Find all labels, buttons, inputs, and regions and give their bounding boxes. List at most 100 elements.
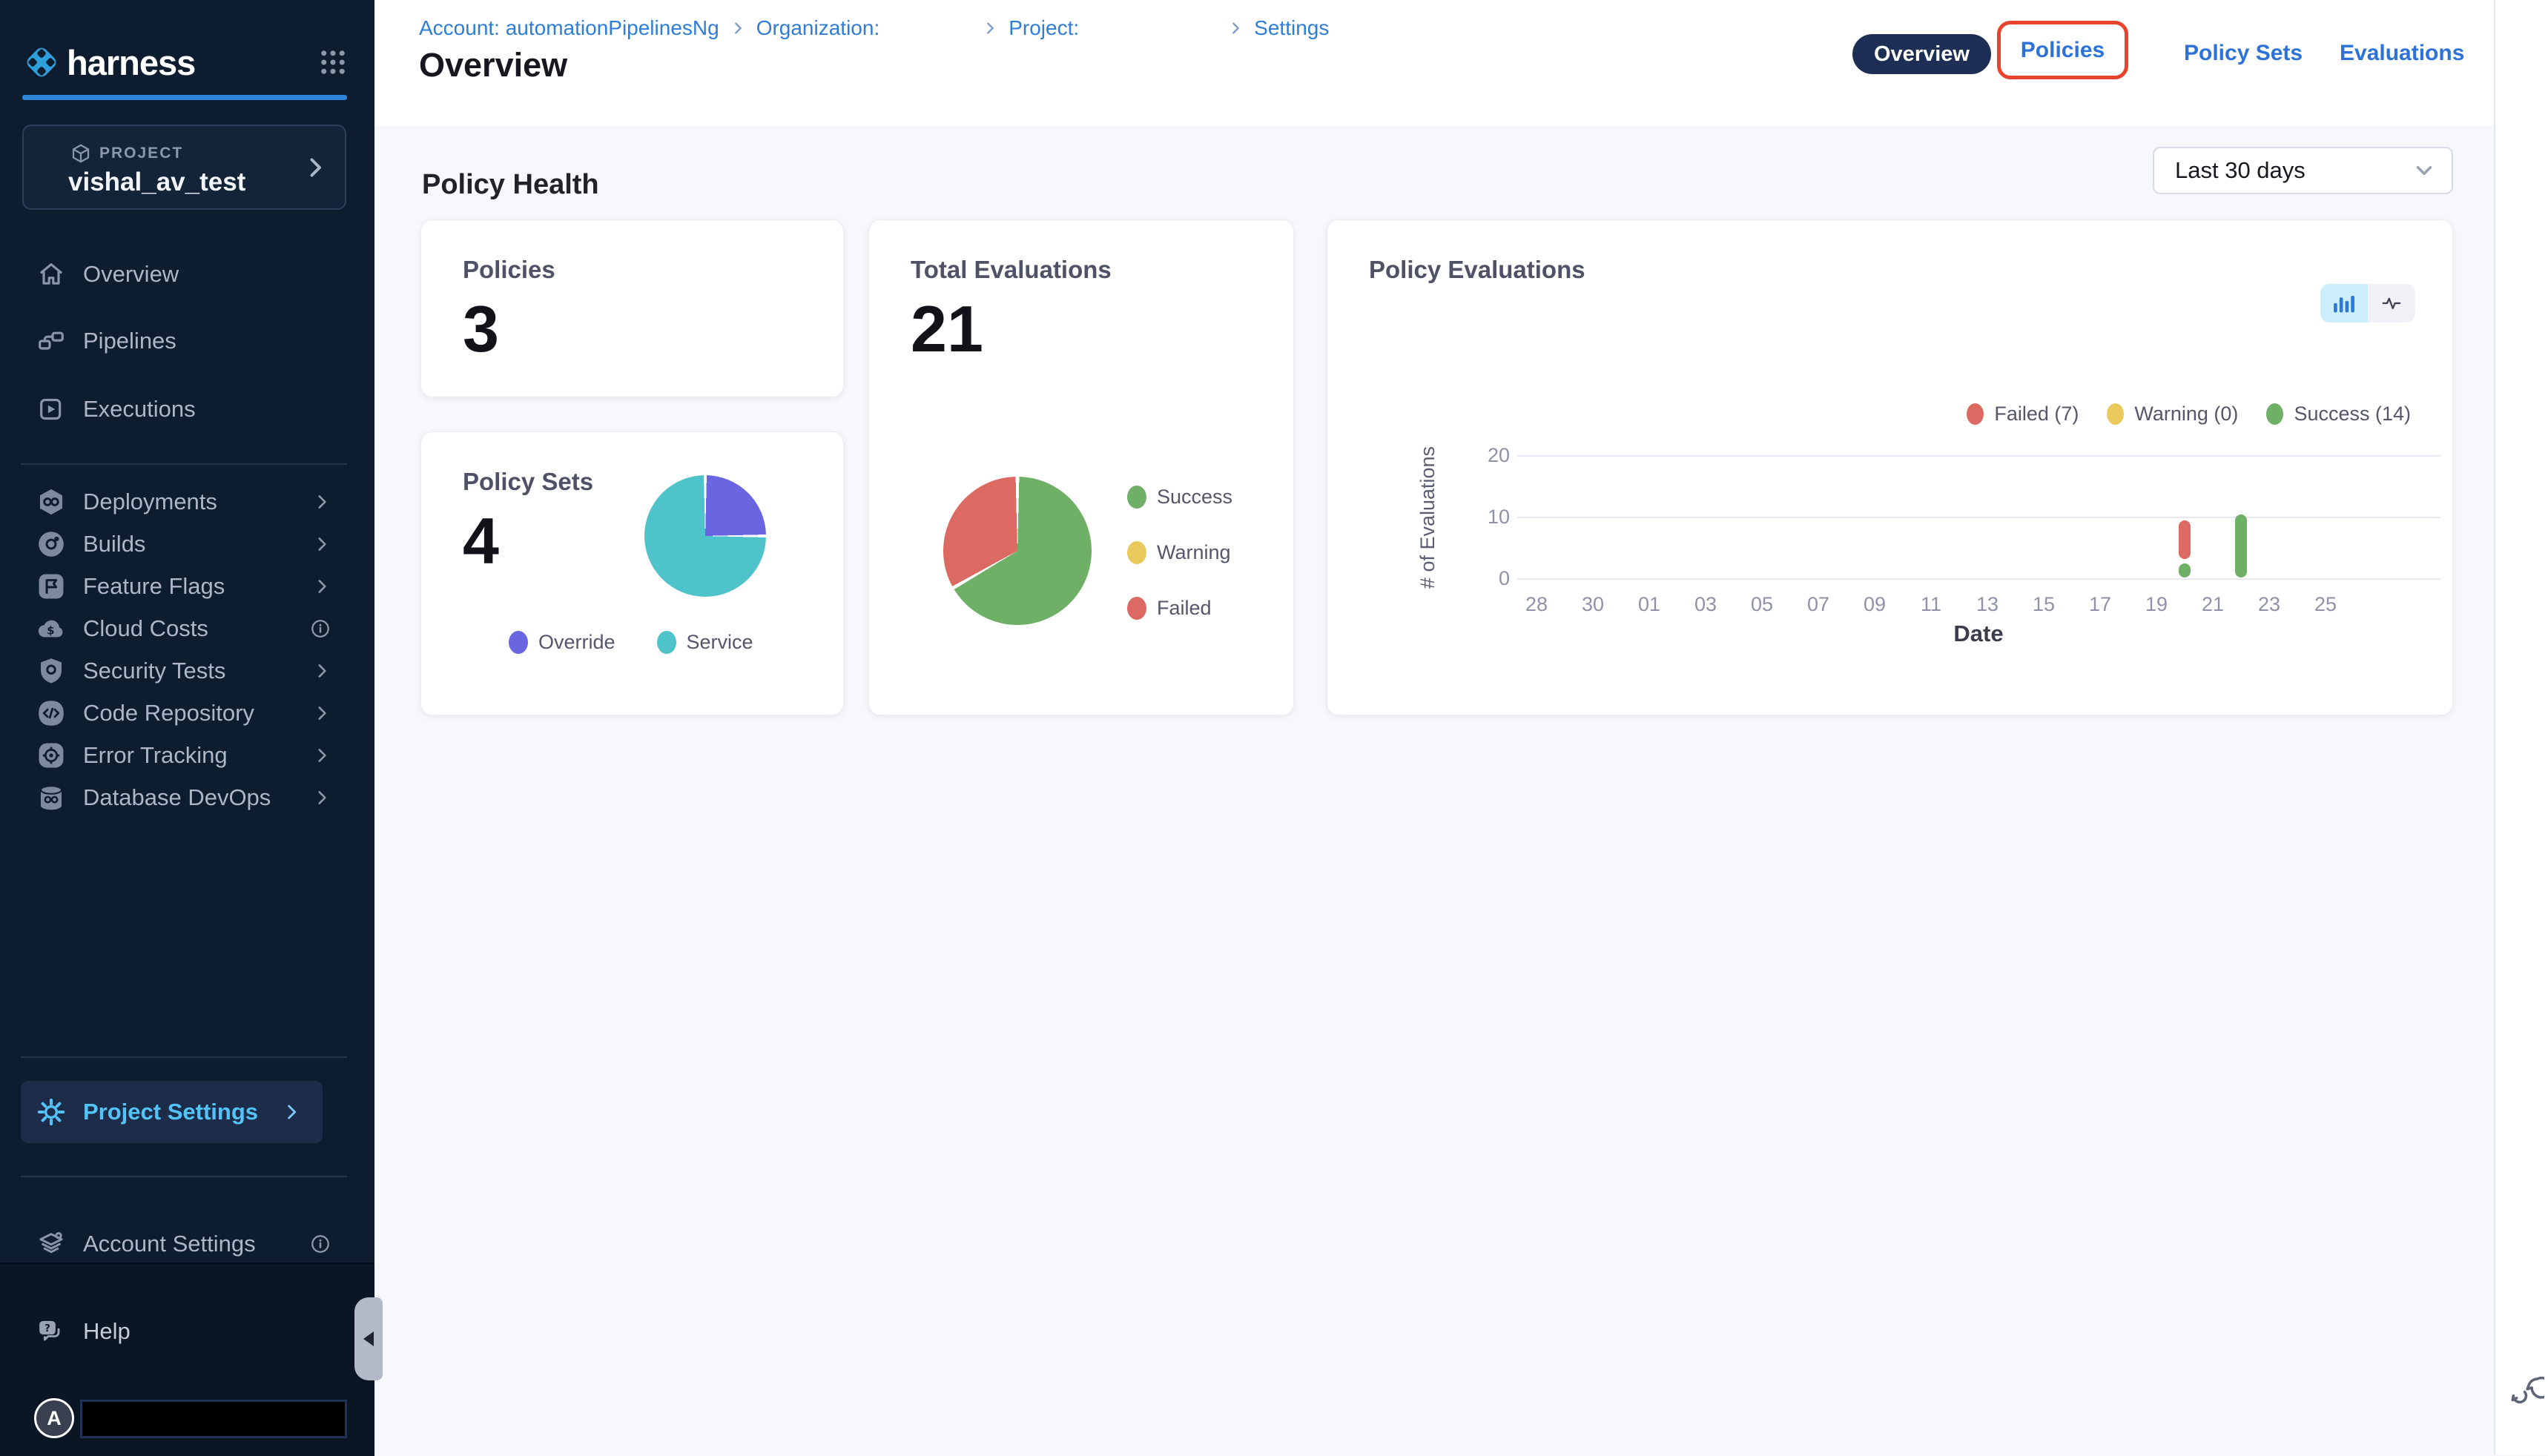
- x-tick: 13: [1976, 593, 1999, 615]
- bar-segment-failed[interactable]: [2179, 520, 2191, 560]
- chevron-right-icon: [312, 492, 331, 512]
- legend-item-override[interactable]: Override: [509, 631, 615, 654]
- sidebar-item-label: Overview: [83, 261, 179, 287]
- pipeline-nodes-icon: [36, 326, 67, 356]
- sidebar-collapse-handle[interactable]: [354, 1297, 383, 1380]
- sidebar-item-error-tracking[interactable]: Error Tracking: [0, 735, 374, 776]
- chevron-right-icon: [312, 788, 331, 807]
- card-policy-evaluations: Policy Evaluations Failed (7): [1327, 219, 2453, 715]
- sidebar-item-project-settings[interactable]: Project Settings: [21, 1081, 323, 1143]
- y-tick: 0: [1498, 567, 1510, 589]
- sidebar-item-pipelines[interactable]: Pipelines: [0, 319, 374, 363]
- breadcrumb-settings[interactable]: Settings: [1254, 16, 1330, 39]
- x-tick: 09: [1863, 593, 1887, 615]
- project-selector[interactable]: PROJECT vishal_av_test: [22, 125, 346, 210]
- x-tick: 30: [1581, 593, 1605, 615]
- breadcrumb: Account: automationPipelinesNg Organizat…: [419, 16, 1329, 40]
- divider: [21, 1176, 347, 1177]
- chat-question-icon: ?: [36, 1317, 67, 1346]
- pulse-line-icon: [2382, 297, 2401, 309]
- harness-logo-icon: [22, 43, 61, 82]
- sidebar-item-label: Pipelines: [83, 328, 176, 354]
- bar-chart-toggle-button[interactable]: [2320, 284, 2368, 322]
- grid-9-dots-icon[interactable]: [317, 47, 349, 78]
- chevron-right-icon: [312, 704, 331, 723]
- gridline: [1517, 578, 2440, 580]
- sidebar-item-label: Feature Flags: [83, 573, 225, 599]
- info-icon[interactable]: [309, 618, 331, 640]
- legend-item-service[interactable]: Service: [656, 631, 753, 654]
- section-title: Policy Health: [422, 169, 599, 200]
- y-axis-title: # of Evaluations: [1416, 446, 1439, 589]
- x-tick: 11: [1920, 593, 1942, 615]
- card-policies: Policies 3: [420, 219, 844, 397]
- sidebar-item-code-repository[interactable]: Code Repository: [0, 692, 374, 734]
- sidebar-item-cloud-costs[interactable]: $ Cloud Costs: [0, 608, 374, 649]
- card-title: Policy Sets: [463, 468, 594, 495]
- sidebar-item-label: Cloud Costs: [83, 615, 208, 641]
- sidebar-item-database-devops[interactable]: Database DevOps: [0, 777, 374, 818]
- user-avatar[interactable]: A: [34, 1398, 74, 1438]
- svg-text:$: $: [47, 624, 54, 638]
- card-total-evaluations: Total Evaluations 21 Success Warning Fai…: [868, 219, 1294, 715]
- legend-dot: [656, 631, 676, 654]
- legend-item-warning[interactable]: Warning (0): [2107, 403, 2238, 426]
- breadcrumb-organization[interactable]: Organization:: [756, 16, 880, 39]
- sidebar-item-account-settings[interactable]: Account Settings: [0, 1222, 374, 1266]
- gear-icon: [36, 1096, 67, 1128]
- project-selector-label: PROJECT: [99, 145, 184, 162]
- sidebar-item-label: Error Tracking: [83, 742, 228, 768]
- total-evaluations-count: 21: [911, 292, 983, 365]
- x-tick: 21: [2201, 593, 2225, 615]
- chevron-right-icon: [312, 577, 331, 596]
- sidebar-item-builds[interactable]: Builds: [0, 523, 374, 565]
- bar-segment-success[interactable]: [2235, 514, 2247, 578]
- sidebar-item-feature-flags[interactable]: Feature Flags: [0, 566, 374, 607]
- chevron-right-icon: [312, 661, 331, 681]
- sidebar-item-executions[interactable]: Executions: [0, 387, 374, 431]
- info-icon[interactable]: [309, 1233, 331, 1255]
- date-range-value: Last 30 days: [2175, 157, 2306, 183]
- database-icon: [36, 782, 67, 813]
- sidebar-item-deployments[interactable]: Deployments: [0, 481, 374, 523]
- tab-policies[interactable]: Policies: [2020, 37, 2105, 62]
- legend-item-success[interactable]: Success: [1127, 486, 1232, 509]
- total-evaluations-pie-chart: [943, 477, 1092, 625]
- build-circle-icon: [36, 529, 67, 560]
- legend-item-failed[interactable]: Failed (7): [1967, 403, 2079, 426]
- bar-segment-success[interactable]: [2179, 563, 2191, 578]
- breadcrumb-project[interactable]: Project:: [1009, 16, 1080, 39]
- date-range-select[interactable]: Last 30 days: [2153, 147, 2453, 194]
- sidebar-item-overview[interactable]: Overview: [0, 252, 374, 297]
- top-header: Account: automationPipelinesNg Organizat…: [374, 0, 2494, 126]
- right-rail: [2494, 0, 2548, 1455]
- divider: [21, 1056, 347, 1058]
- sidebar-item-security-tests[interactable]: Security Tests: [0, 650, 374, 692]
- tab-evaluations[interactable]: Evaluations: [2340, 41, 2465, 65]
- sidebar-item-help[interactable]: ? Help: [0, 1309, 374, 1354]
- legend-dot: [1127, 541, 1146, 564]
- tab-policy-sets[interactable]: Policy Sets: [2184, 41, 2303, 65]
- gridline: [1517, 517, 2440, 518]
- chevron-right-icon: [1227, 20, 1244, 36]
- sidebar-item-label: Code Repository: [83, 700, 254, 726]
- chevron-right-icon: [312, 746, 331, 765]
- legend-item-warning[interactable]: Warning: [1127, 541, 1232, 564]
- cube-icon: [70, 142, 92, 165]
- breadcrumb-account[interactable]: Account: automationPipelinesNg: [419, 16, 719, 39]
- legend-item-failed[interactable]: Failed: [1127, 597, 1232, 620]
- logo-wordmark: harness: [67, 42, 196, 82]
- tab-overview[interactable]: Overview: [1852, 34, 1991, 74]
- card-title: Total Evaluations: [911, 256, 1112, 283]
- target-icon: [36, 740, 67, 771]
- x-axis-title: Date: [1953, 621, 2004, 646]
- sidebar-item-label: Account Settings: [83, 1231, 256, 1257]
- x-tick: 19: [2145, 593, 2168, 615]
- sidebar-item-label: Security Tests: [83, 658, 226, 684]
- layers-icon: [36, 1229, 67, 1259]
- bar-chart-icon: [2334, 295, 2354, 313]
- legend-item-success[interactable]: Success (14): [2266, 403, 2411, 426]
- line-chart-toggle-button[interactable]: [2368, 284, 2415, 322]
- x-tick: 03: [1694, 593, 1717, 615]
- support-chat-button[interactable]: [2507, 1369, 2544, 1406]
